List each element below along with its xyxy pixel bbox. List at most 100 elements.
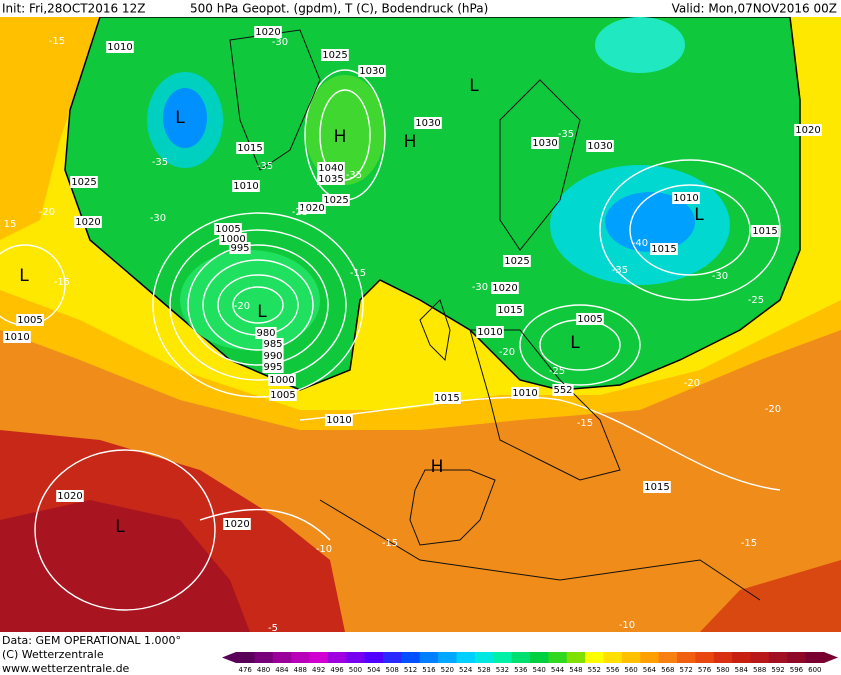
scale-label: 528 <box>477 666 490 674</box>
isobar-label-box <box>229 242 251 254</box>
isobar-label-box <box>496 304 524 316</box>
isobar-label-box <box>414 117 442 129</box>
scale-label: 564 <box>643 666 657 674</box>
scale-label: 520 <box>441 666 454 674</box>
isobar-label-box <box>56 490 84 502</box>
scale-swatch <box>493 652 513 663</box>
scale-arrow-right <box>824 652 838 663</box>
isobar-label-box <box>476 326 504 338</box>
isobar-label-box <box>3 331 31 343</box>
scale-swatch <box>530 652 549 663</box>
scale-swatch <box>603 652 623 663</box>
isobar-label: 1020 <box>224 519 249 530</box>
scale-swatch <box>456 652 476 663</box>
scale-swatch <box>401 652 421 663</box>
isobar-label: 1025 <box>322 50 347 61</box>
temperature-label: -10 <box>619 620 635 631</box>
scale-label: 592 <box>771 666 784 674</box>
isobar-label: 1005 <box>215 224 240 235</box>
scale-label: 576 <box>698 666 712 674</box>
scale-label: 536 <box>514 666 528 674</box>
isobar-label-box <box>552 384 574 396</box>
pressure-center: L <box>694 205 704 225</box>
temperature-label: -20 <box>234 301 250 312</box>
scale-swatch <box>346 652 366 663</box>
pressure-center: L <box>257 302 267 322</box>
isobar-label-box <box>503 255 531 267</box>
temperature-label: -20 <box>684 378 700 389</box>
isobar-label: 1015 <box>237 143 262 154</box>
scale-swatch <box>677 652 696 663</box>
scale-swatch <box>236 652 255 663</box>
temperature-label: -35 <box>152 157 168 168</box>
pressure-center: H <box>404 132 417 152</box>
isobar-label-box <box>358 65 386 77</box>
isobar-label-box <box>268 374 296 386</box>
isobar-label: 1015 <box>497 305 522 316</box>
isobar-label-box <box>262 361 284 373</box>
coastlines <box>229 29 761 601</box>
scale-label: 500 <box>349 666 362 674</box>
isobar-label: 1020 <box>492 283 517 294</box>
scale-label: 580 <box>716 666 729 674</box>
color-scale: 476 480 484 488 492 496 500 504 508 512 516 520 524 5… <box>222 652 838 674</box>
pressure-center: H <box>431 457 444 477</box>
temperature-label: -30 <box>272 37 288 48</box>
isobar-label: 1035 <box>318 174 343 185</box>
init-time: Init: Fri,28OCT2016 12Z <box>2 2 145 16</box>
isobar-label: 1020 <box>57 491 82 502</box>
scale-label: 492 <box>312 666 325 674</box>
scale-swatch <box>621 652 641 663</box>
isobar-label: 1040 <box>318 163 343 174</box>
isobar-label: 1015 <box>644 482 669 493</box>
cold-pool <box>595 17 685 73</box>
scale-swatch <box>585 652 604 663</box>
isobar-label: 1025 <box>504 256 529 267</box>
temperature-label: -5 <box>268 623 278 634</box>
isobar-label-box <box>643 481 671 493</box>
isobar-label-box <box>254 26 282 38</box>
isobar-label: 1010 <box>512 388 537 399</box>
isobar-label-box <box>433 392 461 404</box>
isobar-label: 1005 <box>577 314 602 325</box>
temperature-label: -35 <box>612 265 628 276</box>
temperature-label: -15 <box>741 538 757 549</box>
isobar-label-box <box>223 518 251 530</box>
temperature-label: 15 <box>4 219 17 230</box>
scale-swatch <box>750 652 770 663</box>
scale-label: 496 <box>330 666 344 674</box>
temperature-label: -30 <box>712 271 728 282</box>
scale-label: 504 <box>367 666 381 674</box>
temperature-label: -35 <box>346 170 362 181</box>
pressure-center: L <box>175 108 185 128</box>
scale-label: 508 <box>386 666 399 674</box>
warm-northwest <box>0 17 100 240</box>
temperature-label: -15 <box>54 277 70 288</box>
isobar-label-box <box>214 223 242 235</box>
isobar-label-box <box>298 202 326 214</box>
isobar-label-box <box>269 389 297 401</box>
isobar-label-box <box>262 338 284 350</box>
isobar-label-box <box>491 282 519 294</box>
isobar-label: 980 <box>256 328 275 339</box>
scale-label: 568 <box>661 666 674 674</box>
scale-label: 540 <box>533 666 546 674</box>
temperature-label: -15 <box>577 418 593 429</box>
scale-swatch <box>364 652 384 663</box>
scale-label: 480 <box>257 666 270 674</box>
scale-swatch <box>768 652 788 663</box>
temperature-label: -25 <box>748 295 764 306</box>
isobar-label: 1030 <box>532 138 557 149</box>
scale-swatch <box>438 652 457 663</box>
scale-label: 572 <box>680 666 693 674</box>
isobar-label: 1020 <box>795 125 820 136</box>
scale-label: 588 <box>753 666 766 674</box>
scale-swatch <box>419 652 439 663</box>
pressure-center: H <box>334 127 347 147</box>
copyright: (C) Wetterzentrale <box>2 648 104 661</box>
isobars <box>0 69 781 611</box>
isobar-label-box <box>317 173 345 185</box>
scale-label: 560 <box>624 666 637 674</box>
isobar-label: 1015 <box>434 393 459 404</box>
